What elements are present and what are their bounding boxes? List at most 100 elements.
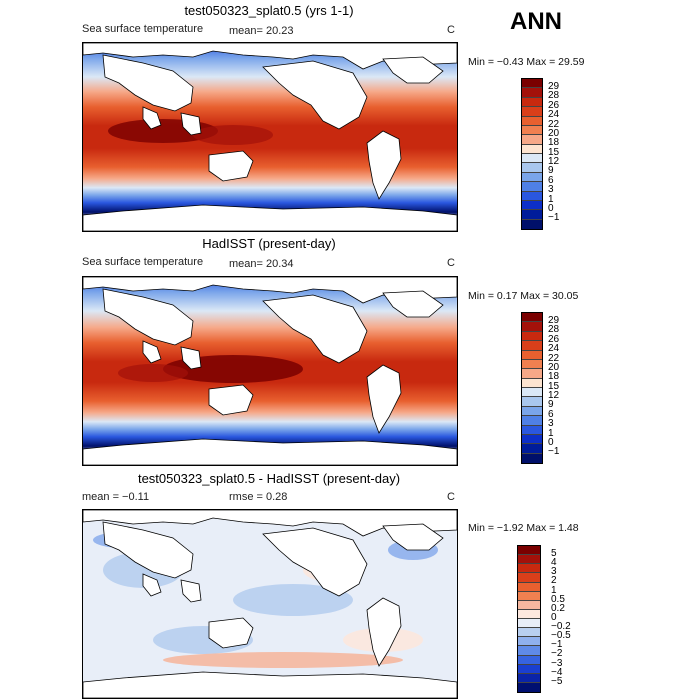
colorbar-label: 22 [548, 118, 560, 130]
colorbar-cell [522, 135, 542, 145]
colorbar-label: 9 [548, 165, 554, 177]
colorbar-label: 5 [551, 548, 557, 559]
panel-2-map [82, 276, 458, 466]
colorbar-cell [518, 637, 540, 647]
colorbar-cell [518, 664, 540, 674]
colorbar-label: 24 [548, 109, 560, 121]
panel-3-rmse: rmse = 0.28 [229, 491, 288, 503]
colorbar-label: 1 [548, 427, 554, 439]
panel-3-colorbar [517, 545, 541, 693]
colorbar-cell [522, 378, 542, 388]
panel-1-title: test050323_splat0.5 (yrs 1-1) [184, 3, 354, 18]
colorbar-cell [522, 125, 542, 136]
panel-3-map [82, 509, 458, 699]
colorbar-label: 15 [548, 146, 560, 158]
colorbar-cell [522, 97, 542, 108]
panel-3-minmax: Min = −1.92 Max = 1.48 [468, 522, 579, 534]
panel-1-variable: Sea surface temperature [82, 23, 204, 35]
colorbar-label: 26 [548, 333, 560, 345]
colorbar-cell [518, 564, 540, 574]
colorbar-cell [522, 453, 542, 463]
panel-3-units: C [447, 491, 455, 503]
colorbar-label: 1 [551, 584, 557, 596]
colorbar-label: 24 [548, 343, 560, 355]
colorbar-cell [522, 154, 542, 164]
colorbar-cell [522, 88, 542, 98]
colorbar-cell [522, 369, 542, 379]
panel-2-units: C [447, 257, 455, 269]
colorbar-label: 0 [548, 202, 554, 214]
panel-1-mean: mean= 20.23 [229, 25, 294, 37]
colorbar-cell [522, 116, 542, 126]
colorbar-label: −3 [551, 657, 563, 669]
colorbar-cell [518, 546, 540, 556]
colorbar-cell [522, 163, 542, 173]
colorbar-cell [522, 172, 542, 183]
colorbar-cell [522, 191, 542, 201]
panel-3-colorbar-labels: 5 4 3 2 1 0.5 0.2 0 −0.2 −0.5 −1 −2 −3 −… [551, 545, 591, 691]
panel-1-colorbar-labels: 29 28 26 24 22 20 18 15 12 9 6 3 1 0 −1 [548, 78, 588, 228]
colorbar-cell [522, 397, 542, 407]
panel-1-minmax: Min = −0.43 Max = 29.59 [468, 56, 585, 68]
colorbar-cell [518, 582, 540, 592]
panel-3-map-svg [83, 510, 457, 698]
panel-2-colorbar-labels: 29 28 26 24 22 20 18 15 12 9 6 3 1 0 −1 [548, 312, 588, 462]
colorbar-label: 18 [548, 371, 560, 383]
colorbar-cell [522, 425, 542, 435]
panel-3-title: test050323_splat0.5 - HadISST (present-d… [137, 471, 401, 486]
colorbar-cell [522, 406, 542, 417]
colorbar-cell [522, 388, 542, 398]
colorbar-cell [522, 182, 542, 192]
colorbar-cell [518, 591, 540, 601]
colorbar-label: 4 [551, 557, 557, 569]
colorbar-label: 28 [548, 90, 560, 102]
colorbar-cell [518, 600, 540, 610]
colorbar-label: −1 [548, 212, 560, 224]
colorbar-label: 0 [548, 436, 554, 448]
colorbar-cell [518, 655, 540, 665]
colorbar-cell [522, 200, 542, 211]
colorbar-label: −1 [548, 446, 560, 458]
colorbar-label: 12 [548, 156, 560, 167]
colorbar-label: 6 [548, 174, 554, 186]
colorbar-label: 29 [548, 81, 560, 92]
colorbar-cell [522, 79, 542, 89]
colorbar-cell [522, 331, 542, 342]
colorbar-label: 22 [548, 352, 560, 364]
colorbar-cell [522, 322, 542, 332]
colorbar-label: 18 [548, 137, 560, 149]
colorbar-label: 26 [548, 99, 560, 111]
colorbar-label: 28 [548, 324, 560, 336]
colorbar-cell [522, 350, 542, 360]
colorbar-label: 3 [548, 418, 554, 430]
panel-2-variable: Sea surface temperature [82, 256, 204, 268]
colorbar-cell [522, 219, 542, 229]
colorbar-label: 3 [551, 566, 557, 578]
colorbar-label: −2 [551, 648, 563, 660]
colorbar-cell [522, 416, 542, 426]
panel-3-mean: mean = −0.11 [82, 491, 150, 503]
panel-2-mean: mean= 20.34 [229, 258, 294, 270]
colorbar-label: 0 [551, 611, 557, 623]
panel-1-colorbar [521, 78, 543, 230]
colorbar-cell [522, 359, 542, 370]
colorbar-label: 6 [548, 408, 554, 420]
panel-2-colorbar [521, 312, 543, 464]
colorbar-cell [518, 619, 540, 629]
colorbar-label: 20 [548, 127, 560, 139]
season-label: ANN [510, 8, 562, 35]
colorbar-cell [518, 609, 540, 619]
colorbar-cell [518, 682, 540, 692]
panel-2-map-svg [83, 277, 457, 465]
colorbar-cell [518, 573, 540, 583]
colorbar-label: −0.5 [551, 630, 571, 642]
colorbar-label: 12 [548, 390, 560, 401]
colorbar-label: 0.5 [551, 593, 565, 605]
colorbar-label: −4 [551, 666, 563, 678]
colorbar-cell [518, 628, 540, 638]
panel-2-minmax: Min = 0.17 Max = 30.05 [468, 290, 579, 302]
colorbar-label: −0.2 [551, 621, 571, 632]
colorbar-cell [522, 444, 542, 454]
colorbar-cell [522, 341, 542, 351]
colorbar-label: 3 [548, 184, 554, 196]
